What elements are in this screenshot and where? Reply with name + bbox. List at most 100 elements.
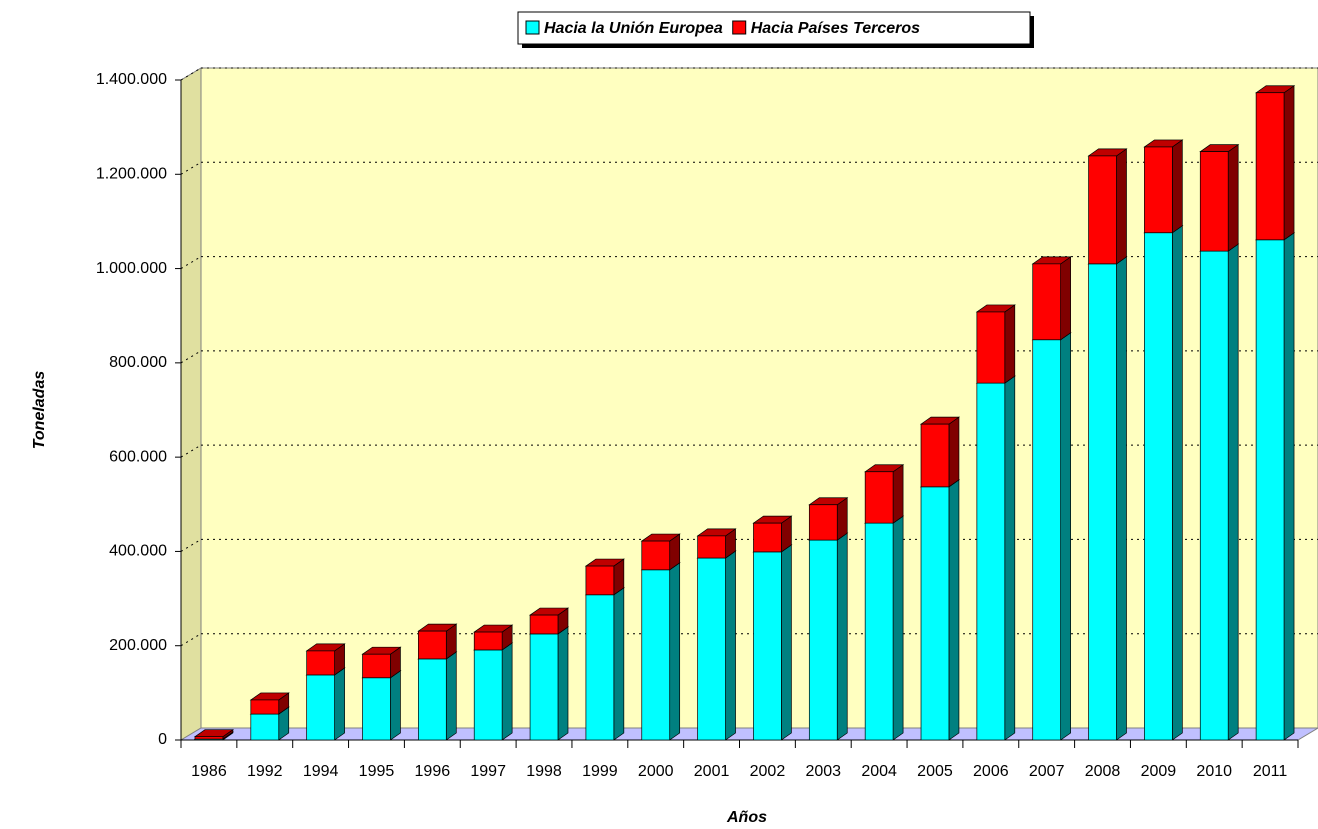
y-tick-label: 200.000 bbox=[109, 637, 167, 654]
x-tick-label: 2004 bbox=[861, 763, 897, 780]
bar bbox=[306, 674, 335, 741]
legend-label: Hacia la Unión Europea bbox=[544, 20, 723, 37]
bar-side bbox=[1060, 332, 1071, 741]
x-tick-label: 1996 bbox=[415, 763, 451, 780]
legend-swatch bbox=[525, 20, 540, 35]
bar bbox=[808, 504, 838, 541]
bar-side bbox=[1116, 148, 1127, 265]
bar bbox=[1255, 239, 1285, 741]
bar bbox=[1088, 263, 1117, 741]
x-tick-label: 1998 bbox=[526, 763, 562, 780]
grid-line bbox=[180, 538, 202, 552]
grid-line bbox=[180, 256, 202, 270]
x-tick-label: 2000 bbox=[638, 763, 674, 780]
bar-side bbox=[669, 562, 681, 741]
bar bbox=[864, 471, 894, 524]
bar bbox=[1144, 146, 1173, 234]
bar bbox=[529, 633, 559, 741]
y-tick-label: 1.000.000 bbox=[96, 260, 167, 277]
legend-box bbox=[517, 11, 1031, 45]
bar-side bbox=[1283, 85, 1295, 241]
bar bbox=[529, 614, 559, 635]
bar-side bbox=[1060, 256, 1071, 341]
bar-side bbox=[1283, 232, 1295, 741]
bar-side bbox=[948, 479, 960, 741]
bar bbox=[976, 311, 1006, 384]
y-tick-label: 400.000 bbox=[109, 543, 167, 560]
x-tick-label: 1995 bbox=[359, 763, 395, 780]
bar-side bbox=[390, 670, 401, 741]
x-tick-label: 1992 bbox=[247, 763, 283, 780]
y-tick-label: 1.400.000 bbox=[96, 71, 167, 88]
x-tick-label: 2001 bbox=[694, 763, 730, 780]
bar bbox=[250, 713, 280, 741]
bar bbox=[920, 423, 950, 488]
bar-side bbox=[1116, 256, 1127, 741]
bar bbox=[1032, 339, 1061, 741]
bar bbox=[1199, 250, 1229, 741]
x-tick-label: 2003 bbox=[805, 763, 841, 780]
bar bbox=[362, 677, 391, 741]
bar bbox=[362, 653, 391, 679]
legend-swatch bbox=[732, 20, 747, 35]
grid-line bbox=[180, 350, 202, 364]
bar bbox=[976, 382, 1006, 741]
x-tick-label: 2007 bbox=[1029, 763, 1065, 780]
y-tick-label: 800.000 bbox=[109, 354, 167, 371]
bar bbox=[585, 594, 615, 741]
bar bbox=[585, 565, 615, 596]
x-tick-label: 2010 bbox=[1196, 763, 1232, 780]
x-axis-label: Años bbox=[726, 809, 767, 826]
bar-side bbox=[501, 642, 513, 741]
grid-line bbox=[180, 633, 202, 647]
x-tick-label: 2005 bbox=[917, 763, 953, 780]
y-tick-label: 0 bbox=[158, 731, 167, 748]
bar bbox=[808, 539, 838, 741]
bar bbox=[641, 540, 671, 571]
bar bbox=[473, 631, 503, 651]
y-tick-label: 600.000 bbox=[109, 448, 167, 465]
bar-side bbox=[725, 550, 736, 741]
bar bbox=[1088, 155, 1117, 265]
bar-side bbox=[1004, 304, 1016, 384]
bar-side bbox=[781, 544, 792, 741]
x-tick-label: 2006 bbox=[973, 763, 1009, 780]
legend-label: Hacia Países Terceros bbox=[751, 20, 920, 37]
grid-line bbox=[180, 444, 202, 458]
x-tick-label: 2009 bbox=[1141, 763, 1177, 780]
bar bbox=[1255, 92, 1285, 241]
bar-side bbox=[445, 651, 457, 741]
side-wall bbox=[180, 67, 202, 741]
bar bbox=[753, 522, 782, 553]
bar-side bbox=[557, 626, 569, 741]
bar-side bbox=[1004, 375, 1016, 741]
bar bbox=[641, 569, 671, 741]
bar bbox=[697, 535, 726, 559]
legend: Hacia la Unión Europea Hacia Países Terce… bbox=[517, 11, 1034, 48]
bar-side bbox=[334, 667, 345, 741]
bar bbox=[1199, 151, 1229, 252]
bar bbox=[753, 551, 782, 741]
bar bbox=[920, 486, 950, 741]
bar bbox=[418, 658, 447, 741]
x-tick-label: 2008 bbox=[1085, 763, 1121, 780]
grid-line bbox=[180, 161, 202, 175]
y-axis-label: Toneladas bbox=[31, 371, 48, 450]
bar-side bbox=[1227, 243, 1239, 741]
bar-side bbox=[948, 416, 960, 488]
y-tick-label: 1.200.000 bbox=[96, 166, 167, 183]
bar-side bbox=[892, 464, 904, 524]
bar bbox=[194, 736, 224, 740]
x-tick-label: 2002 bbox=[750, 763, 786, 780]
bar-side bbox=[1171, 225, 1183, 741]
bar-side bbox=[613, 587, 625, 741]
bar-side bbox=[892, 515, 904, 741]
bar-side bbox=[1227, 143, 1239, 252]
bar bbox=[864, 522, 894, 741]
bar bbox=[1032, 263, 1061, 341]
bar bbox=[418, 630, 447, 660]
x-tick-label: 1997 bbox=[470, 763, 506, 780]
bar-side bbox=[1171, 139, 1183, 234]
bar bbox=[697, 557, 726, 741]
